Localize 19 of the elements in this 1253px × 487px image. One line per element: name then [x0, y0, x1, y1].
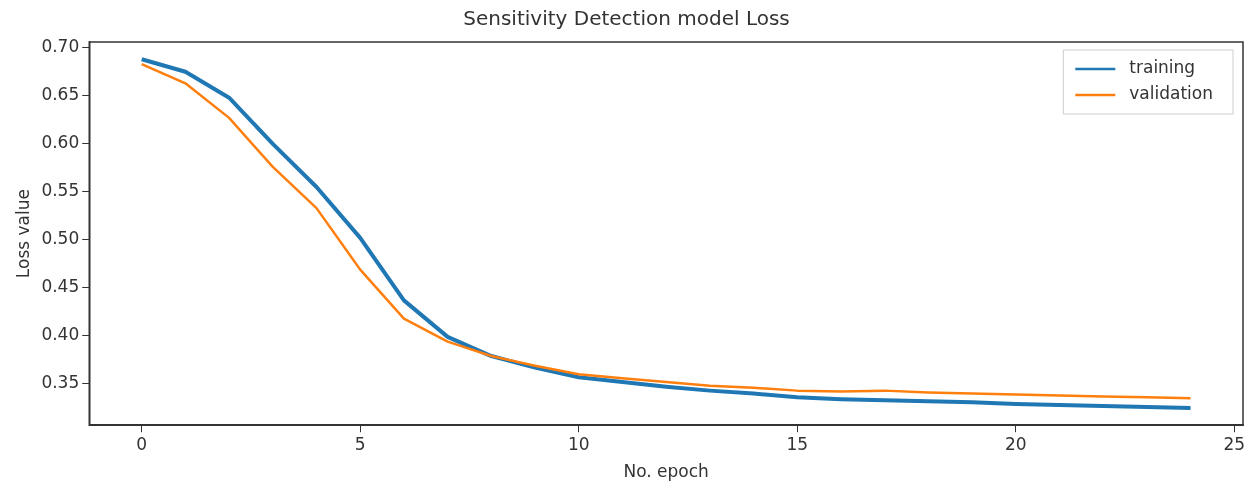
x-axis-title: No. epoch — [623, 461, 709, 482]
y-tick-label: 0.40 — [41, 324, 80, 345]
x-tick-label: 5 — [354, 433, 366, 454]
y-tick-label: 0.50 — [41, 228, 80, 249]
y-tick-label: 0.45 — [41, 276, 80, 297]
y-tick-label: 0.60 — [41, 132, 80, 153]
x-tick-label: 25 — [1223, 433, 1246, 454]
y-tick-label: 0.65 — [41, 84, 80, 105]
chart-title: Sensitivity Detection model Loss — [463, 6, 790, 31]
y-tick-label: 0.70 — [41, 36, 80, 57]
y-tick-label: 0.35 — [41, 372, 80, 393]
y-tick-label: 0.55 — [41, 180, 80, 201]
x-tick-label: 10 — [567, 433, 590, 454]
y-axis-title: Loss value — [12, 189, 33, 279]
x-tick-label: 0 — [136, 433, 148, 454]
x-tick-label: 20 — [1004, 433, 1027, 454]
legend-label: training — [1129, 57, 1196, 78]
legend-label: validation — [1129, 83, 1214, 104]
x-tick-label: 15 — [786, 433, 809, 454]
